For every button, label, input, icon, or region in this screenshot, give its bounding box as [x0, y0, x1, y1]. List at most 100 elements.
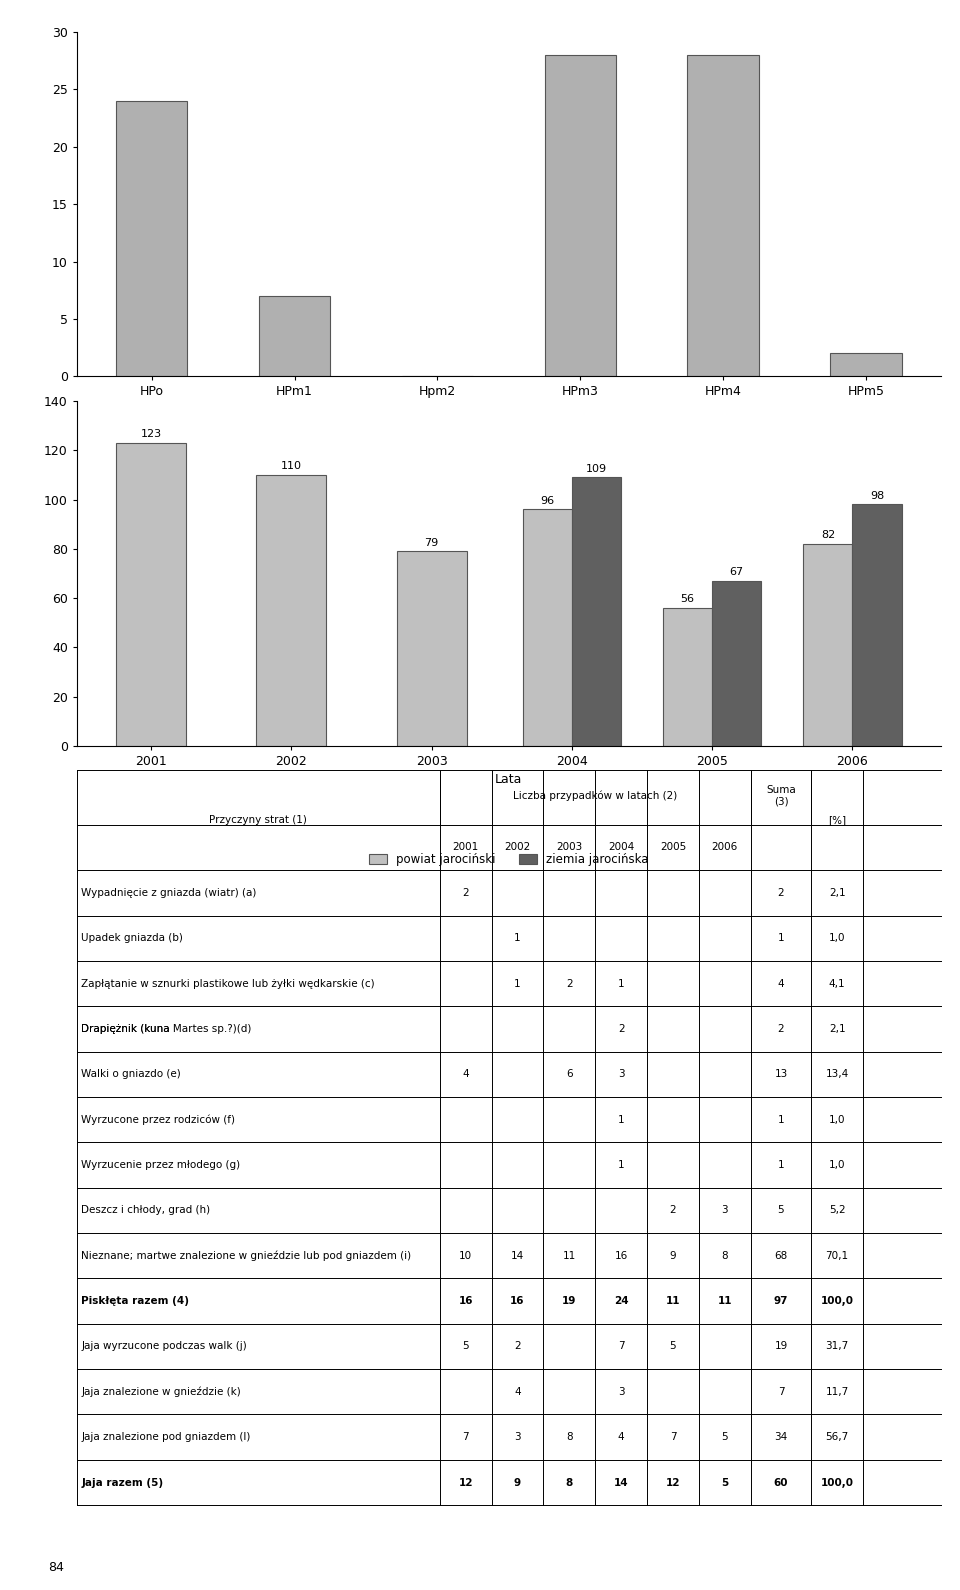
Text: 60: 60 [774, 1477, 788, 1488]
Text: Wyrzucenie przez młodego (g): Wyrzucenie przez młodego (g) [81, 1161, 240, 1170]
Text: 97: 97 [774, 1296, 788, 1305]
Text: Zapłątanie w sznurki plastikowe lub żyłki wędkarskie (c): Zapłątanie w sznurki plastikowe lub żyłk… [81, 978, 374, 989]
Text: [%]: [%] [828, 816, 846, 825]
Text: 98: 98 [870, 491, 884, 501]
Bar [544, 54, 616, 377]
Bar [116, 100, 187, 377]
Text: 56,7: 56,7 [826, 1433, 849, 1442]
Bar [830, 353, 901, 377]
Text: 9: 9 [670, 1251, 676, 1261]
Text: 2: 2 [566, 978, 572, 989]
Text: 123: 123 [140, 429, 161, 439]
Text: 7: 7 [618, 1342, 624, 1352]
Text: 1: 1 [618, 1161, 624, 1170]
Text: 19: 19 [775, 1342, 787, 1352]
Text: 84: 84 [48, 1561, 64, 1574]
Text: 14: 14 [613, 1477, 629, 1488]
Text: 1,0: 1,0 [828, 1161, 846, 1170]
Legend: powiat jarociński, ziemia jarocińska: powiat jarociński, ziemia jarocińska [364, 849, 654, 871]
Text: 2001: 2001 [452, 843, 479, 852]
Bar [396, 552, 467, 746]
Text: 109: 109 [586, 464, 607, 474]
Text: 1,0: 1,0 [828, 1115, 846, 1124]
Text: 56: 56 [681, 595, 695, 604]
Text: 24: 24 [613, 1296, 629, 1305]
Text: 3: 3 [618, 1070, 624, 1080]
Text: 1: 1 [618, 1115, 624, 1124]
Text: 2: 2 [670, 1205, 676, 1215]
Text: 31,7: 31,7 [826, 1342, 849, 1352]
Text: 13: 13 [775, 1070, 787, 1080]
Text: 3: 3 [722, 1205, 728, 1215]
Text: 11: 11 [717, 1296, 732, 1305]
Text: 100,0: 100,0 [821, 1477, 853, 1488]
Text: Piskłęta razem (4): Piskłęta razem (4) [81, 1296, 189, 1305]
Text: 11: 11 [563, 1251, 576, 1261]
Text: 2003: 2003 [556, 843, 583, 852]
Text: Jaja znalezione w gnieździe (k): Jaja znalezione w gnieździe (k) [81, 1386, 241, 1398]
X-axis label: HPa: HPa [496, 404, 521, 417]
Text: 6: 6 [566, 1070, 572, 1080]
Text: 8: 8 [565, 1477, 573, 1488]
Text: 4: 4 [515, 1386, 520, 1396]
Text: 82: 82 [821, 529, 835, 541]
Text: 3: 3 [515, 1433, 520, 1442]
Text: Drapiężnik (kuna: Drapiężnik (kuna [81, 1024, 173, 1034]
Text: Przyczyny strat (1): Przyczyny strat (1) [209, 816, 307, 825]
Text: Wypadnięcie z gniazda (wiatr) (a): Wypadnięcie z gniazda (wiatr) (a) [81, 887, 256, 898]
Text: 5: 5 [670, 1342, 676, 1352]
Text: 1: 1 [618, 978, 624, 989]
Text: 16: 16 [458, 1296, 473, 1305]
Text: 79: 79 [424, 537, 439, 547]
Text: Jaja znalezione pod gniazdem (l): Jaja znalezione pod gniazdem (l) [81, 1433, 251, 1442]
Text: 2: 2 [618, 1024, 624, 1034]
Text: 2: 2 [778, 887, 784, 898]
Text: 16: 16 [614, 1251, 628, 1261]
Text: 5,2: 5,2 [828, 1205, 846, 1215]
Text: 1,0: 1,0 [828, 933, 846, 943]
Text: 110: 110 [281, 461, 301, 471]
Text: Liczba przypadków w latach (2): Liczba przypadków w latach (2) [513, 790, 678, 801]
Text: 11: 11 [665, 1296, 681, 1305]
Text: 4: 4 [463, 1070, 468, 1080]
Text: 4: 4 [618, 1433, 624, 1442]
Bar [663, 607, 712, 746]
Text: 10: 10 [459, 1251, 472, 1261]
Text: 96: 96 [540, 496, 555, 506]
Text: 2: 2 [778, 1024, 784, 1034]
Text: 2,1: 2,1 [828, 887, 846, 898]
Bar [256, 475, 326, 746]
Text: Wyrzucone przez rodziców (f): Wyrzucone przez rodziców (f) [81, 1115, 235, 1124]
Text: Suma
(3): Suma (3) [766, 785, 796, 806]
Text: 13,4: 13,4 [826, 1070, 849, 1080]
Text: 5: 5 [463, 1342, 468, 1352]
Text: 4: 4 [778, 978, 784, 989]
Bar [572, 477, 621, 746]
Text: 2002: 2002 [504, 843, 531, 852]
Text: 2,1: 2,1 [828, 1024, 846, 1034]
Text: 1: 1 [778, 933, 784, 943]
Text: Walki o gniazdo (e): Walki o gniazdo (e) [81, 1070, 180, 1080]
Text: 1: 1 [778, 1115, 784, 1124]
Text: Jaja wyrzucone podczas walk (j): Jaja wyrzucone podczas walk (j) [81, 1342, 247, 1352]
Bar [852, 504, 901, 746]
Text: 68: 68 [775, 1251, 787, 1261]
Text: 1: 1 [515, 978, 520, 989]
Bar [712, 580, 761, 746]
Text: 7: 7 [463, 1433, 468, 1442]
Text: 5: 5 [722, 1433, 728, 1442]
Text: 19: 19 [563, 1296, 576, 1305]
Text: 16: 16 [510, 1296, 525, 1305]
Text: 12: 12 [458, 1477, 473, 1488]
Text: 5: 5 [778, 1205, 784, 1215]
Text: Drapiężnik (kuna Martes sp.?)(d): Drapiężnik (kuna Martes sp.?)(d) [81, 1024, 252, 1034]
Text: Jaja razem (5): Jaja razem (5) [81, 1477, 163, 1488]
Text: 5: 5 [721, 1477, 729, 1488]
Text: Nieznane; martwe znalezione w gnieździe lub pod gniazdem (i): Nieznane; martwe znalezione w gnieździe … [81, 1250, 411, 1261]
Text: Upadek gniazda (b): Upadek gniazda (b) [81, 933, 183, 943]
X-axis label: Lata: Lata [495, 773, 522, 787]
Text: 3: 3 [618, 1386, 624, 1396]
Text: 8: 8 [566, 1433, 572, 1442]
Text: Deszcz i chłody, grad (h): Deszcz i chłody, grad (h) [81, 1205, 210, 1215]
Text: 1: 1 [515, 933, 520, 943]
